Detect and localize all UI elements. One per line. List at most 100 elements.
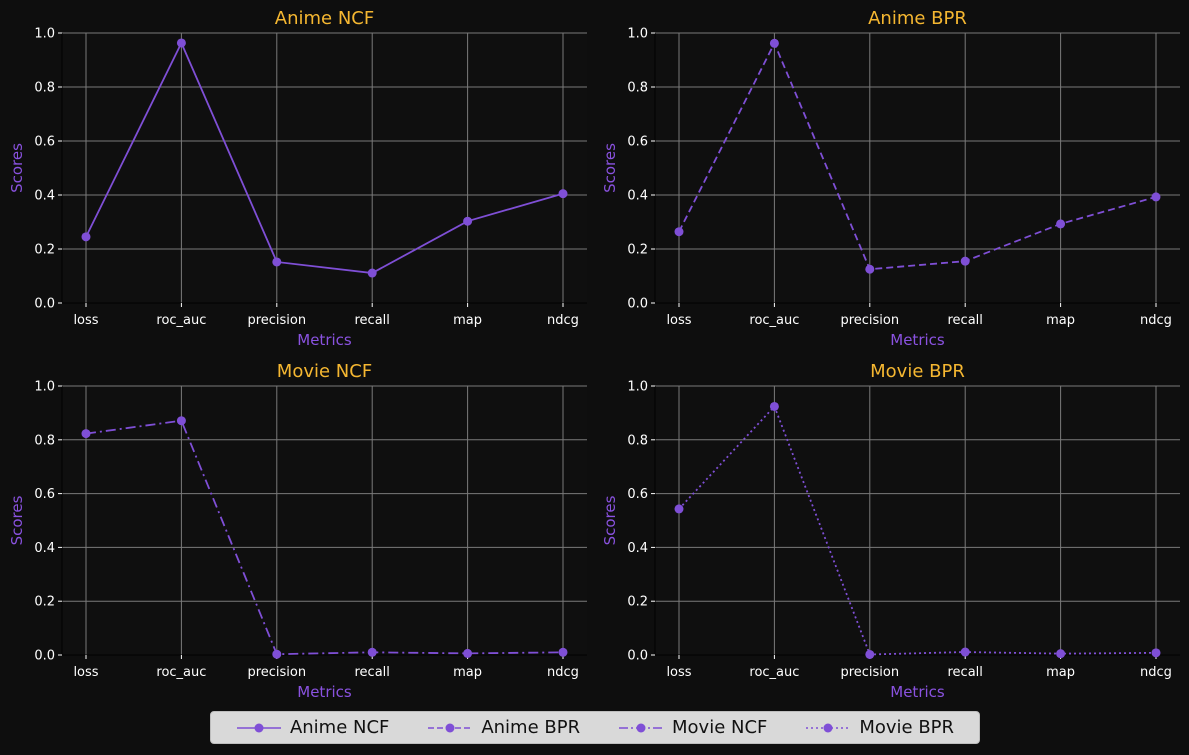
y-tick-label: 0.2 — [627, 243, 648, 258]
legend-item-movie-ncf: Movie NCF — [618, 717, 767, 738]
series-line — [678, 41, 1157, 271]
plot-area — [62, 33, 587, 303]
data-point — [769, 401, 779, 411]
x-tick-label: roc_auc — [156, 313, 206, 328]
x-axis-label: Metrics — [890, 683, 945, 701]
y-tick-label: 0.0 — [627, 649, 648, 664]
y-tick-label: 0.0 — [34, 297, 55, 312]
y-tick-label: 0.2 — [34, 243, 55, 258]
x-tick-label: loss — [666, 313, 691, 328]
x-tick-label: ndcg — [1140, 665, 1172, 680]
legend-label: Anime NCF — [289, 717, 390, 738]
x-tick-label: ndcg — [547, 313, 579, 328]
data-point — [1056, 649, 1066, 659]
x-tick-label: map — [453, 313, 482, 328]
y-tick-label: 0.4 — [627, 189, 648, 204]
data-point — [463, 648, 473, 658]
subplot-title: Movie NCF — [277, 361, 372, 382]
legend-item-anime-bpr: Anime BPR — [427, 717, 580, 738]
data-point — [176, 416, 186, 426]
subplot-title: Movie BPR — [870, 361, 965, 382]
y-tick-label: 0.0 — [34, 649, 55, 664]
y-tick-label: 0.8 — [34, 81, 55, 96]
x-tick-label: loss — [666, 665, 691, 680]
y-axis-label: Scores — [601, 495, 619, 545]
y-axis-label: Scores — [8, 143, 26, 193]
x-tick-label: loss — [73, 313, 98, 328]
data-point — [865, 649, 875, 659]
data-point — [769, 38, 779, 48]
x-tick-label: recall — [354, 665, 389, 680]
subplot-movie-ncf: 0.0 0.2 0.4 0.6 0.8 1.0 loss roc_auc precision re… — [8, 361, 587, 701]
y-tick-label: 0.0 — [627, 297, 648, 312]
data-point — [463, 216, 473, 226]
subplot-anime-ncf: 0.0 0.2 0.4 0.6 0.8 1.0 loss roc_auc precision re… — [8, 8, 587, 349]
data-point — [176, 38, 186, 48]
y-tick-label: 0.8 — [34, 433, 55, 448]
y-tick-label: 0.2 — [34, 595, 55, 610]
y-tick-label: 0.6 — [627, 135, 648, 150]
series-line — [85, 40, 564, 274]
x-tick-label: map — [453, 665, 482, 680]
x-tick-label: loss — [73, 665, 98, 680]
legend-label: Movie BPR — [859, 717, 955, 738]
plot-area — [655, 386, 1180, 655]
data-point — [865, 264, 875, 274]
legend-swatch-movie-ncf — [619, 723, 664, 732]
legend-item-movie-bpr: Movie BPR — [805, 717, 954, 738]
x-tick-label: recall — [947, 665, 982, 680]
y-tick-label: 0.8 — [627, 81, 648, 96]
y-tick-label: 0.4 — [34, 189, 55, 204]
x-tick-label: ndcg — [1140, 313, 1172, 328]
y-axis-label: Scores — [8, 495, 26, 545]
y-tick-label: 0.4 — [34, 541, 55, 556]
y-tick-label: 1.0 — [627, 380, 648, 395]
plot-area — [655, 33, 1180, 303]
legend: Anime NCF Anime BPR Movie NCF Movie BPR — [210, 711, 980, 744]
x-tick-label: precision — [247, 665, 306, 680]
x-tick-label: precision — [840, 313, 899, 328]
y-tick-label: 0.6 — [627, 487, 648, 502]
x-axis-label: Metrics — [297, 683, 352, 701]
data-point — [81, 232, 91, 242]
y-axis-label: Scores — [601, 143, 619, 193]
data-point — [272, 257, 282, 267]
y-tick-label: 1.0 — [34, 27, 55, 42]
data-point — [558, 189, 568, 199]
x-axis-label: Metrics — [297, 331, 352, 349]
x-tick-label: recall — [947, 313, 982, 328]
x-tick-label: precision — [247, 313, 306, 328]
x-tick-label: roc_auc — [156, 665, 206, 680]
legend-label: Anime BPR — [481, 717, 581, 738]
data-point — [960, 647, 970, 657]
data-point — [367, 647, 377, 657]
series-line — [85, 419, 564, 656]
data-point — [1151, 648, 1161, 658]
subplot-anime-bpr: 0.0 0.2 0.4 0.6 0.8 1.0 loss roc_auc precision re… — [601, 8, 1180, 349]
data-point — [960, 256, 970, 266]
data-point — [1056, 219, 1066, 229]
data-point — [674, 504, 684, 514]
subplot-title: Anime NCF — [275, 8, 374, 29]
series-line — [678, 404, 1157, 656]
legend-item-anime-ncf: Anime NCF — [236, 717, 389, 738]
legend-swatch-anime-bpr — [428, 723, 473, 732]
y-tick-label: 0.6 — [34, 487, 55, 502]
x-tick-label: roc_auc — [749, 665, 799, 680]
y-tick-label: 0.2 — [627, 595, 648, 610]
subplot-title: Anime BPR — [868, 8, 967, 29]
y-tick-label: 0.6 — [34, 135, 55, 150]
legend-swatch-movie-bpr — [806, 723, 851, 732]
x-tick-label: ndcg — [547, 665, 579, 680]
legend-label: Movie NCF — [672, 717, 768, 738]
data-point — [558, 647, 568, 657]
data-point — [1151, 192, 1161, 202]
data-point — [272, 649, 282, 659]
plot-area — [62, 386, 587, 655]
x-tick-label: recall — [354, 313, 389, 328]
x-tick-label: roc_auc — [749, 313, 799, 328]
y-tick-label: 1.0 — [34, 380, 55, 395]
legend-swatch-anime-ncf — [236, 723, 281, 732]
y-tick-label: 0.4 — [627, 541, 648, 556]
